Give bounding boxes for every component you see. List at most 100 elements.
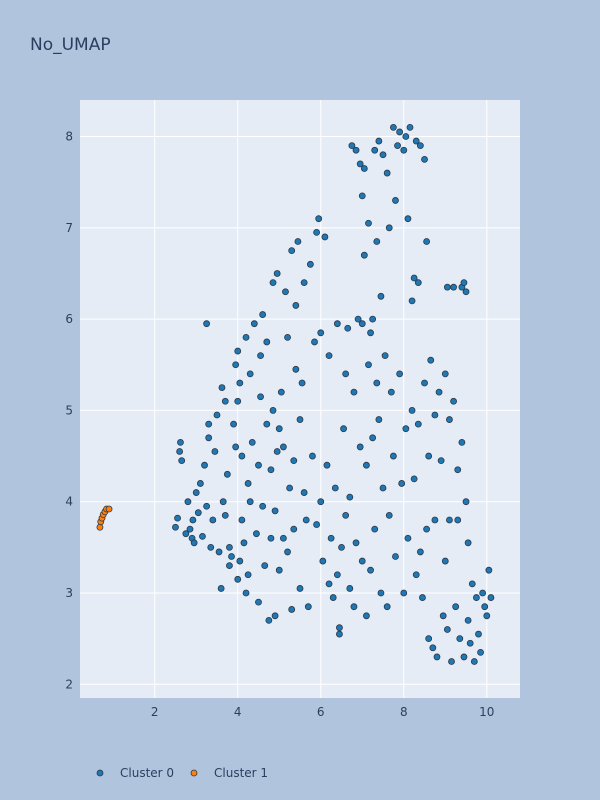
legend-marker-cluster-0 (96, 769, 104, 777)
data-point-cluster-0 (454, 516, 462, 524)
data-point-cluster-0 (437, 457, 445, 465)
data-point-cluster-0 (419, 594, 426, 601)
data-point-cluster-0 (385, 512, 393, 519)
data-point-cluster-0 (294, 238, 302, 245)
data-point-cluster-0 (317, 498, 325, 506)
data-point-cluster-0 (226, 562, 233, 570)
data-point-cluster-0 (365, 361, 372, 369)
legend-item-cluster-0[interactable]: Cluster 0 (96, 766, 174, 780)
data-point-cluster-0 (479, 589, 487, 597)
data-point-cluster-0 (483, 612, 491, 620)
data-point-cluster-0 (377, 589, 385, 597)
data-point-cluster-0 (346, 585, 354, 592)
data-point-cluster-0 (211, 448, 219, 455)
data-point-cluster-0 (201, 461, 208, 469)
data-point-cluster-0 (363, 612, 370, 620)
data-point-cluster-0 (218, 384, 226, 391)
data-point-cluster-0 (209, 516, 217, 524)
data-point-cluster-0 (192, 489, 200, 496)
data-point-cluster-0 (186, 525, 194, 533)
data-point-cluster-0 (443, 626, 451, 633)
data-point-cluster-0 (261, 562, 269, 570)
data-point-cluster-0 (178, 457, 186, 465)
data-point-cluster-0 (298, 379, 306, 387)
data-point-cluster-0 (460, 279, 468, 286)
data-point-cluster-0 (473, 594, 480, 601)
data-point-cluster-0 (462, 498, 470, 506)
data-point-cluster-0 (466, 639, 474, 647)
data-point-cluster-0 (327, 534, 335, 542)
data-point-cluster-0 (404, 215, 412, 223)
data-point-cluster-0 (373, 379, 381, 387)
data-point-cluster-0 (228, 553, 235, 560)
data-point-cluster-0 (425, 635, 433, 643)
data-point-cluster-0 (277, 388, 285, 396)
data-point-cluster-0 (242, 333, 250, 341)
data-point-cluster-0 (435, 388, 443, 396)
data-point-cluster-0 (190, 539, 198, 547)
data-point-cluster-0 (350, 603, 358, 611)
data-point-cluster-0 (356, 160, 364, 168)
data-point-cluster-0 (485, 566, 493, 574)
data-point-cluster-0 (217, 585, 225, 592)
data-point-cluster-0 (284, 333, 291, 341)
data-point-cluster-0 (315, 215, 323, 223)
data-point-cluster-0 (441, 557, 449, 565)
data-point-cluster-0 (342, 512, 350, 519)
data-point-cluster-0 (246, 498, 254, 506)
data-point-cluster-0 (232, 443, 240, 451)
data-point-cluster-0 (443, 283, 451, 291)
data-point-cluster-0 (257, 352, 264, 360)
data-point-cluster-0 (296, 585, 304, 592)
data-point-cluster-0 (174, 514, 181, 522)
data-point-cluster-0 (189, 516, 197, 524)
data-point-cluster-0 (240, 539, 248, 547)
data-point-cluster-0 (269, 279, 277, 286)
data-point-cluster-0 (350, 388, 358, 396)
data-point-cluster-0 (284, 548, 291, 556)
data-point-cluster-0 (348, 142, 356, 150)
y-tick-label: 5 (65, 403, 73, 417)
data-point-cluster-0 (234, 347, 242, 355)
data-point-cluster-0 (408, 297, 416, 305)
data-point-cluster-0 (412, 137, 420, 145)
y-axis-ticks: 2 3 4 5 6 7 8 (65, 130, 73, 692)
data-point-cluster-0 (286, 484, 294, 492)
data-point-cluster-0 (304, 603, 312, 611)
legend[interactable]: Cluster 0 Cluster 1 (96, 766, 268, 780)
x-tick-label: 2 (151, 705, 159, 719)
data-point-cluster-0 (184, 498, 192, 506)
x-axis-ticks: 2 4 6 8 10 (151, 705, 495, 719)
data-point-cluster-0 (398, 480, 406, 487)
data-point-cluster-0 (323, 461, 331, 469)
data-point-cluster-0 (450, 397, 457, 405)
data-point-cluster-0 (377, 292, 385, 300)
data-point-cluster-0 (360, 251, 368, 259)
data-point-cluster-0 (329, 594, 337, 601)
data-point-cluster-0 (267, 534, 275, 542)
data-point-cluster-0 (354, 315, 362, 323)
data-point-cluster-0 (477, 648, 484, 656)
legend-item-cluster-1[interactable]: Cluster 1 (190, 766, 268, 780)
data-point-cluster-0 (205, 420, 213, 428)
data-point-cluster-0 (470, 658, 478, 665)
data-point-cluster-0 (423, 238, 431, 245)
plot-area (80, 100, 520, 698)
data-point-cluster-0 (238, 516, 246, 524)
data-point-cluster-0 (402, 133, 410, 140)
data-point-cluster-0 (290, 457, 298, 465)
data-point-cluster-0 (279, 534, 287, 542)
x-tick-label: 10 (479, 705, 494, 719)
data-point-cluster-0 (325, 352, 333, 360)
data-point-cluster-0 (182, 530, 190, 538)
data-point-cluster-0 (336, 630, 343, 638)
data-point-cluster-0 (475, 630, 482, 638)
data-point-cluster-0 (346, 493, 354, 501)
data-point-cluster-0 (408, 407, 416, 414)
data-point-cluster-0 (306, 260, 314, 268)
data-point-cluster-0 (410, 475, 418, 483)
data-point-cluster-0 (230, 420, 237, 428)
data-point-cluster-0 (421, 379, 428, 387)
data-point-cluster-0 (379, 484, 387, 492)
data-point-cluster-0 (427, 356, 435, 364)
